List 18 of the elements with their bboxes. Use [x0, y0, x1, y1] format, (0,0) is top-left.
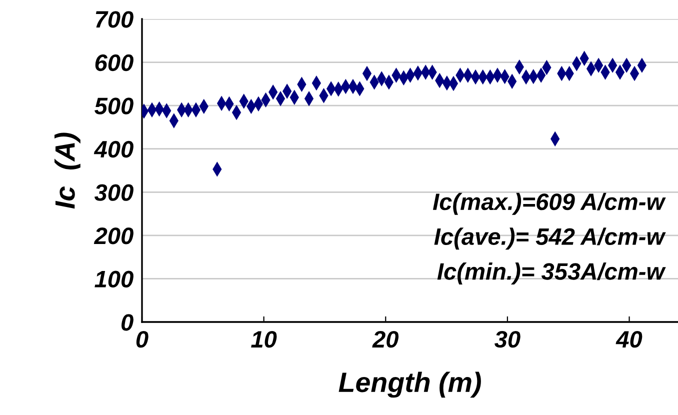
x-tick-label: 30 [494, 330, 520, 348]
y-tick-label: 0 [122, 314, 134, 331]
annotation: Ic(min.)= 353A/cm-w [437, 262, 666, 285]
x-tick-label: 10 [251, 330, 277, 348]
y-tick-label: 700 [96, 11, 134, 28]
y-tick-label: 300 [94, 184, 134, 201]
y-tick-label: 200 [94, 227, 134, 244]
y-tick-label: 500 [94, 98, 134, 114]
annotation: Ic(max.)=609 A/cm-w [432, 192, 666, 215]
x-tick-label: 40 [616, 330, 642, 348]
y-tick-label: 400 [94, 140, 134, 158]
x-tick-label: 20 [372, 330, 399, 348]
annotation: Ic(ave.)= 542 A/cm-w [434, 228, 666, 250]
y-tick-label: 600 [95, 54, 134, 72]
y-tick-label: 100 [94, 270, 134, 288]
x-axis-title: Length (m) [338, 372, 481, 398]
x-tick-label: 0 [136, 330, 148, 348]
y-axis-title: Ic (A) [54, 132, 80, 209]
